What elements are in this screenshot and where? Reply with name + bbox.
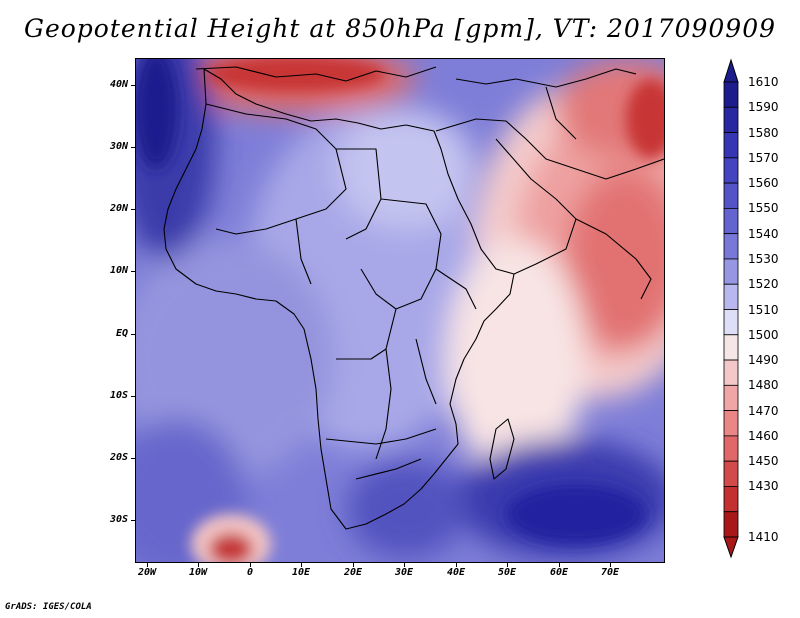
lat-label: EQ <box>115 328 128 339</box>
colorbar-swatch <box>723 258 739 285</box>
lat-tick <box>131 209 135 210</box>
colorbar-label: 1570 <box>748 150 779 165</box>
colorbar-label: 1560 <box>748 176 779 191</box>
lat-tick <box>131 147 135 148</box>
colorbar-swatch <box>723 435 739 462</box>
colorbar-label: 1500 <box>748 327 779 342</box>
lat-label: 10S <box>109 390 128 401</box>
colorbar-swatch <box>723 106 739 133</box>
lon-tick <box>301 563 302 567</box>
map-field <box>136 59 664 562</box>
lat-tick <box>131 85 135 86</box>
lon-label: 20E <box>343 567 363 578</box>
colorbar-label: 1530 <box>748 251 779 266</box>
colorbar-label: 1480 <box>748 378 779 393</box>
lat-label: 30N <box>109 141 128 152</box>
lon-tick <box>559 563 560 567</box>
lon-label: 50E <box>497 567 517 578</box>
colorbar-label: 1450 <box>748 454 779 469</box>
lon-label: 20W <box>137 567 157 578</box>
lon-tick <box>404 563 405 567</box>
colorbar-swatch <box>723 132 739 159</box>
colorbar-min-arrow <box>723 536 739 559</box>
lon-label: 10W <box>188 567 208 578</box>
lon-label: 70E <box>600 567 620 578</box>
lat-tick <box>131 458 135 459</box>
colorbar-label: 1590 <box>748 100 779 115</box>
lon-tick <box>198 563 199 567</box>
lon-label: 40E <box>446 567 466 578</box>
colorbar-swatch <box>723 460 739 487</box>
colorbar-swatch <box>723 384 739 412</box>
geopotential-height-map <box>135 58 665 563</box>
colorbar-label: 1410 <box>748 530 779 544</box>
colorbar-swatch <box>723 182 739 209</box>
lon-label: 30E <box>394 567 414 578</box>
colorbar-label: 1490 <box>748 353 779 368</box>
lon-tick <box>456 563 457 567</box>
colorbar-label: 1610 <box>748 75 779 89</box>
colorbar-swatch <box>723 157 739 184</box>
colorbar-swatch <box>723 309 739 336</box>
colorbar-max-arrow <box>723 58 739 83</box>
lon-label: 0 <box>246 567 254 578</box>
lon-label: 60E <box>549 567 569 578</box>
credit-text: GrADS: IGES/COLA <box>5 602 92 612</box>
lat-label: 20S <box>109 452 128 463</box>
lon-tick <box>147 563 148 567</box>
colorbar-label: 1550 <box>748 201 779 216</box>
colorbar-swatch <box>723 283 739 310</box>
lat-tick <box>131 271 135 272</box>
colorbar-swatch <box>723 359 739 386</box>
colorbar-label: 1460 <box>748 428 779 443</box>
colorbar-label: 1430 <box>748 479 779 494</box>
colorbar-swatch <box>723 334 739 361</box>
colorbar-swatch <box>723 81 739 108</box>
lat-tick <box>131 520 135 521</box>
lon-tick <box>610 563 611 567</box>
colorbar-label: 1580 <box>748 125 779 140</box>
lat-label: 40N <box>109 79 128 90</box>
colorbar-swatch <box>723 486 739 513</box>
colorbar-label: 1520 <box>748 277 779 292</box>
colorbar-label: 1510 <box>748 302 779 317</box>
colorbar-swatch <box>723 233 739 260</box>
map-title: Geopotential Height at 850hPa [gpm], VT:… <box>23 14 777 43</box>
colorbar-swatch <box>723 410 739 437</box>
lon-tick <box>507 563 508 567</box>
colorbar-label: 1540 <box>748 226 779 241</box>
lat-tick <box>131 396 135 397</box>
lat-tick <box>131 334 135 335</box>
colorbar-swatch <box>723 511 739 538</box>
lon-label: 10E <box>291 567 311 578</box>
lat-label: 20N <box>109 203 128 214</box>
lon-tick <box>353 563 354 567</box>
colorbar-swatch <box>723 207 739 235</box>
lat-label: 10N <box>109 265 128 276</box>
lat-label: 30S <box>109 514 128 525</box>
colorbar-label: 1470 <box>748 403 779 418</box>
lon-tick <box>250 563 251 567</box>
